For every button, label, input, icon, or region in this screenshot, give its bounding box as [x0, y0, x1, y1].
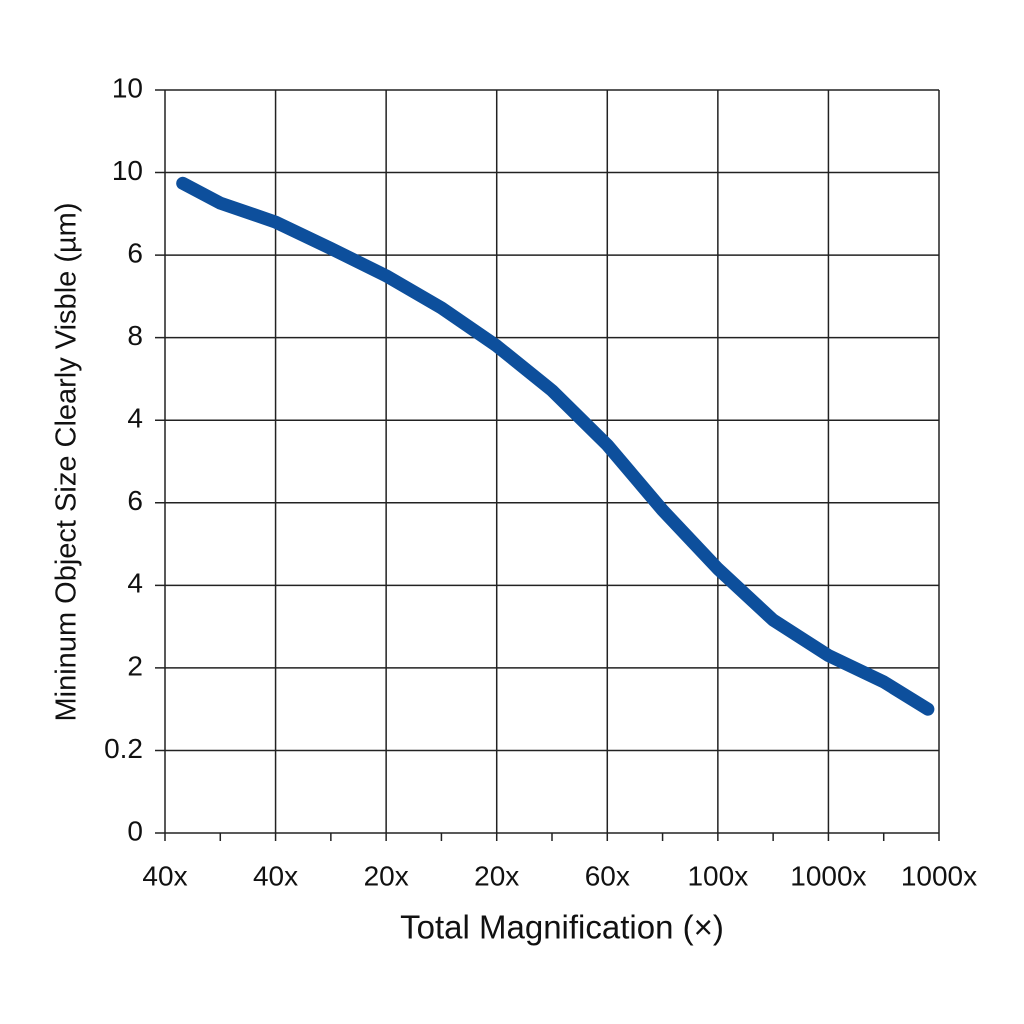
x-tick-label: 40x [253, 860, 298, 891]
y-tick-label: 6 [127, 238, 143, 269]
y-tick-label: 4 [127, 568, 143, 599]
x-tick-label: 1000x [790, 860, 866, 891]
y-tick-label: 8 [127, 320, 143, 351]
x-tick-label: 20x [364, 860, 409, 891]
y-tick-label: 10 [112, 72, 143, 103]
y-tick-label: 10 [112, 155, 143, 186]
y-tick-label: 4 [127, 403, 143, 434]
data-line [176, 176, 935, 716]
x-tick-label: 20x [474, 860, 519, 891]
x-tick-label: 100x [687, 860, 748, 891]
x-tick-label: 60x [585, 860, 630, 891]
x-tick-label: 40x [142, 860, 187, 891]
x-axis-label: Total Magnification (×) [400, 909, 724, 946]
y-axis-label: Mininum Object Size Clearly Visble (µm) [51, 203, 83, 722]
y-tick-label: 0 [127, 815, 143, 846]
x-tick-label: 1000x [901, 860, 977, 891]
y-tick-label: 2 [127, 650, 143, 681]
y-tick-label: 0.2 [104, 733, 143, 764]
y-tick-label: 6 [127, 485, 143, 516]
